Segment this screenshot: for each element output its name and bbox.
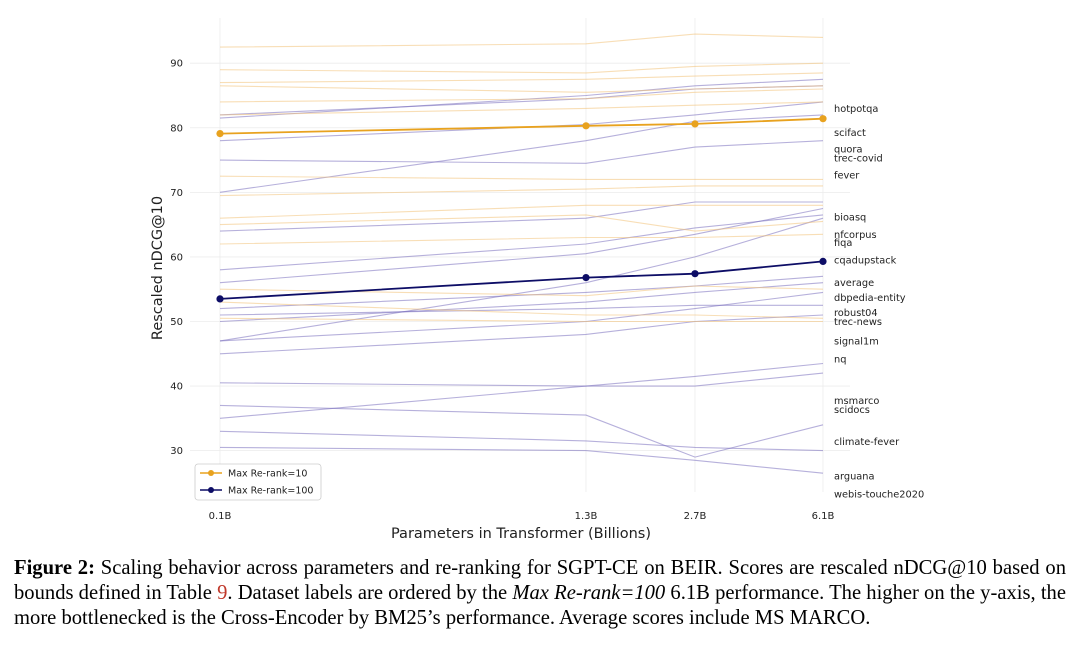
series-label-scidocs: scidocs bbox=[834, 405, 870, 416]
series-label-trec-news: trec-news bbox=[834, 317, 882, 328]
x-axis-label: Parameters in Transformer (Billions) bbox=[391, 526, 651, 542]
series-line-hotpotqa-rerank-10 bbox=[219, 33, 824, 48]
series-line-bioasq-rerank-100 bbox=[219, 201, 823, 232]
y-tick-label: 50 bbox=[170, 317, 183, 328]
series-label-quora: quora bbox=[834, 145, 862, 156]
average-point-rerank-100 bbox=[691, 270, 699, 278]
legend-marker-rerank-100 bbox=[208, 487, 214, 493]
series-line-hotpotqa-rerank-100 bbox=[219, 78, 824, 119]
series-line-average-rerank-100 bbox=[219, 260, 824, 300]
average-point-rerank-100 bbox=[819, 257, 827, 265]
series-line-fiqa-rerank-10 bbox=[219, 185, 823, 197]
y-tick-label: 90 bbox=[170, 59, 183, 70]
series-label-msmarco: msmarco bbox=[834, 396, 879, 407]
series-label-bioasq: bioasq bbox=[834, 212, 866, 223]
caption-emphasis: Max Re-rank=100 bbox=[512, 582, 666, 604]
series-label-average: average bbox=[834, 278, 874, 289]
x-axis-ticks: 0.1B 1.3B 2.7B 6.1B bbox=[209, 511, 835, 522]
series-line-trec-news-rerank-10 bbox=[219, 285, 824, 297]
legend-box bbox=[194, 463, 322, 501]
series-label-arguana: arguana bbox=[834, 471, 875, 482]
series-label-cqadupstack: cqadupstack bbox=[834, 256, 897, 267]
series-line-signal1m-rerank-10 bbox=[219, 301, 824, 319]
series-line-trec-covid-rerank-10 bbox=[219, 85, 824, 93]
series-line-average-rerank-10 bbox=[219, 117, 824, 135]
series-label-hotpotqa: hotpotqa bbox=[834, 104, 878, 115]
caption-text-2: . Dataset labels are ordered by the bbox=[227, 582, 513, 604]
caption-label: Figure 2: bbox=[14, 557, 95, 579]
series-label-nfcorpus: nfcorpus bbox=[834, 230, 877, 241]
series-line-dbpedia-entity-rerank-10 bbox=[219, 214, 824, 232]
x-tick-label: 6.1B bbox=[812, 511, 835, 522]
series-line-dbpedia-entity-rerank-100 bbox=[219, 275, 824, 310]
average-point-rerank-10 bbox=[691, 120, 699, 128]
average-point-rerank-10 bbox=[216, 130, 224, 138]
caption-text-3: 6.1B performance. The higher on the y-ax… bbox=[14, 582, 1066, 629]
y-tick-label: 60 bbox=[170, 252, 183, 263]
series-line-quora-rerank-10 bbox=[219, 72, 824, 84]
y-tick-label: 30 bbox=[170, 446, 183, 457]
series-lines bbox=[219, 33, 824, 474]
x-tick-label: 0.1B bbox=[209, 511, 232, 522]
figure-caption: Figure 2: Scaling behavior across parame… bbox=[14, 556, 1066, 631]
caption-text-1: Scaling behavior across parameters and r… bbox=[14, 557, 1066, 604]
x-tick-label: 1.3B bbox=[575, 511, 598, 522]
gridlines bbox=[190, 18, 850, 492]
series-label-scifact: scifact bbox=[834, 128, 866, 139]
series-line-nq-rerank-10 bbox=[219, 317, 823, 323]
series-line-arguana-rerank-100 bbox=[219, 430, 824, 452]
series-line-scidocs-rerank-100 bbox=[219, 372, 824, 419]
series-line-robust04-rerank-10 bbox=[219, 233, 824, 245]
series-line-scifact-rerank-10 bbox=[219, 62, 824, 74]
series-label-webis-touche2020: webis-touche2020 bbox=[834, 489, 924, 500]
series-label-fever: fever bbox=[834, 170, 860, 181]
series-line-fiqa-rerank-100 bbox=[219, 207, 824, 284]
average-point-rerank-10 bbox=[582, 122, 590, 130]
y-tick-label: 40 bbox=[170, 382, 183, 393]
average-point-rerank-100 bbox=[216, 295, 224, 303]
y-axis-ticks: 30 40 50 60 70 80 90 bbox=[170, 59, 183, 457]
legend: Max Re-rank=10 Max Re-rank=100 bbox=[194, 463, 322, 501]
series-label-climate-fever: climate-fever bbox=[834, 437, 900, 448]
legend-label-rerank-10: Max Re-rank=10 bbox=[228, 469, 307, 480]
legend-marker-rerank-10 bbox=[208, 470, 214, 476]
y-tick-label: 70 bbox=[170, 188, 183, 199]
y-axis-label: Rescaled nDCG@10 bbox=[150, 196, 166, 340]
series-line-fever-rerank-100 bbox=[219, 140, 824, 164]
series-label-trec-covid: trec-covid bbox=[834, 154, 883, 165]
series-label-dbpedia-entity: dbpedia-entity bbox=[834, 293, 906, 304]
scaling-line-chart: 30 40 50 60 70 80 90 0.1B 1.3B 2.7B 6.1B hotpotqa… bbox=[150, 18, 924, 542]
series-line-webis-touche2020-rerank-100 bbox=[219, 446, 824, 474]
series-line-signal1m-rerank-100 bbox=[219, 304, 823, 316]
series-line-nfcorpus-rerank-10 bbox=[219, 175, 823, 180]
series-line-climate-fever-rerank-100 bbox=[219, 404, 824, 458]
series-line-trec-covid-rerank-100 bbox=[219, 114, 824, 193]
series-markers bbox=[216, 115, 827, 303]
legend-label-rerank-100: Max Re-rank=100 bbox=[228, 486, 313, 497]
series-label-robust04: robust04 bbox=[834, 308, 878, 319]
series-line-scifact-rerank-100 bbox=[219, 101, 824, 142]
series-line-cqadupstack-rerank-10 bbox=[219, 204, 823, 219]
series-line-nq-rerank-100 bbox=[219, 314, 824, 355]
x-tick-label: 2.7B bbox=[684, 511, 707, 522]
series-label-nq: nq bbox=[834, 354, 846, 365]
series-line-msmarco-rerank-100 bbox=[219, 362, 824, 387]
series-label-fiqa: fiqa bbox=[834, 238, 852, 249]
series-line-fever-rerank-10 bbox=[219, 88, 824, 103]
series-line-bioasq-rerank-10 bbox=[219, 101, 824, 116]
average-point-rerank-100 bbox=[582, 274, 590, 282]
series-label-signal1m: signal1m bbox=[834, 336, 879, 347]
caption-table-ref[interactable]: 9 bbox=[217, 582, 228, 604]
average-point-rerank-10 bbox=[819, 115, 827, 123]
y-tick-label: 80 bbox=[170, 123, 183, 134]
